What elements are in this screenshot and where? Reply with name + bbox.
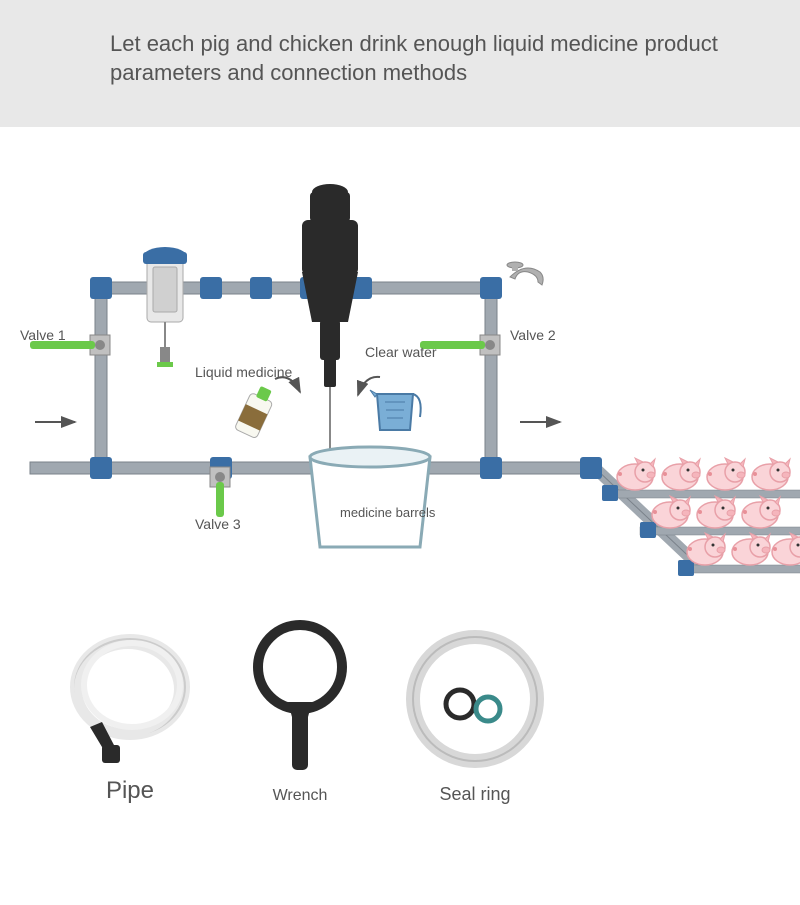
medicine-barrels-label: medicine barrels [340,505,435,521]
beaker-icon [370,390,421,430]
beaker-arrow [358,377,380,395]
page-title: Let each pig and chicken drink enough li… [110,30,720,87]
accessory-wrench: Wrench [240,617,360,805]
accessories-row: Pipe Wrench Seal ring [0,597,800,845]
pipe-icon [60,627,200,767]
left-vertical-pipe [95,287,107,467]
liquid-medicine-label: Liquid medicine [195,364,292,380]
header-banner: Let each pig and chicken drink enough li… [0,0,800,127]
accessory-seal-ring: Seal ring [400,624,550,805]
wrench-label: Wrench [273,787,328,805]
valve1-label: Valve 1 [20,327,66,343]
accessory-pipe: Pipe [60,627,200,805]
wrench-icon [240,617,360,777]
pipe-label: Pipe [106,777,154,805]
seal-ring-icon [400,624,550,774]
medicine-bucket [310,447,430,547]
valve-3 [210,467,230,517]
right-vertical-pipe [485,287,497,467]
clear-water-label: Clear water [365,344,437,360]
pig-pipe-3 [680,565,800,573]
medicine-bottle-icon [234,384,277,439]
faucet-icon [507,262,543,285]
pig-pipe-1 [605,490,800,498]
filter [143,247,187,367]
connection-diagram: Valve 1 Valve 2 Valve 3 Liquid medicine … [0,127,800,597]
valve3-label: Valve 3 [195,516,241,532]
seal-ring-label: Seal ring [439,784,510,805]
valve2-label: Valve 2 [510,327,556,343]
